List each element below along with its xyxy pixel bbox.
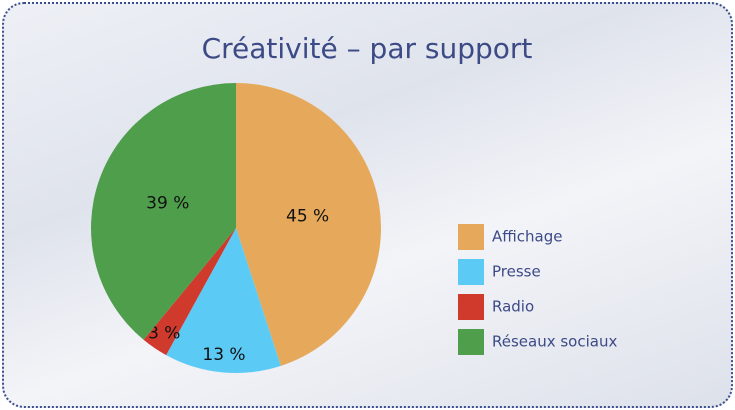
legend-label: Radio	[492, 298, 534, 316]
legend-label: Réseaux sociaux	[492, 333, 617, 351]
legend-label: Affichage	[492, 228, 562, 246]
legend-label: Presse	[492, 263, 541, 281]
data-label: 39 %	[146, 193, 189, 213]
legend-swatch	[458, 259, 484, 285]
legend-swatch	[458, 294, 484, 320]
data-label: 3 %	[148, 324, 180, 344]
pie-slice	[91, 83, 236, 340]
pie-slice	[166, 228, 281, 373]
legend-swatch	[458, 329, 484, 355]
data-label: 13 %	[202, 345, 245, 365]
pie-slice	[143, 228, 236, 356]
data-label: 45 %	[286, 207, 329, 227]
pie-slice	[236, 83, 381, 366]
legend-swatch	[458, 224, 484, 250]
chart-title: Créativité – par support	[202, 32, 533, 65]
